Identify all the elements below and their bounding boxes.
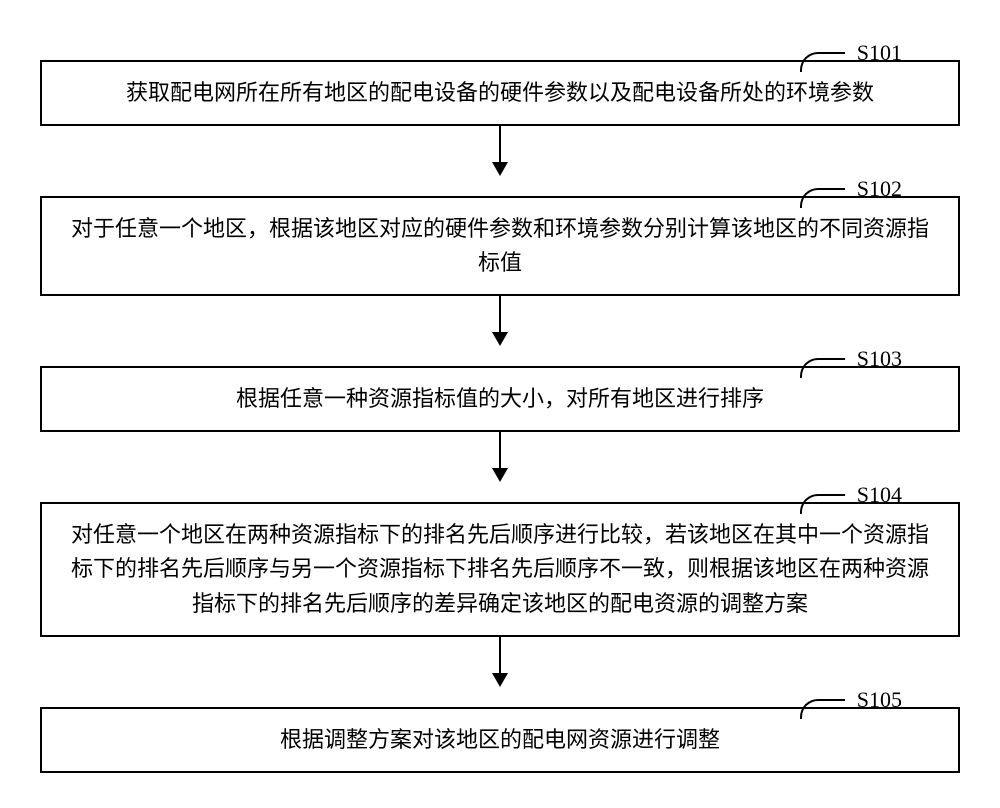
step-box: 对任意一个地区在两种资源指标下的排名先后顺序进行比较，若该地区在其中一个资源指标… [40,502,960,636]
label-connector [800,494,845,514]
arrow-line [499,637,501,673]
step-box: 对于任意一个地区，根据该地区对应的硬件参数和环境参数分别计算该地区的不同资源指标… [40,196,960,296]
step-text: 根据调整方案对该地区的配电网资源进行调整 [280,723,720,757]
label-connector [800,699,845,719]
step-label: S104 [857,482,902,508]
arrow-head-icon [492,468,508,482]
arrow-line [499,126,501,162]
step-text: 根据任意一种资源指标值的大小，对所有地区进行排序 [236,382,764,416]
label-row: S105 [40,687,960,707]
arrow-head-icon [492,673,508,687]
label-connector [800,358,845,378]
arrow-head-icon [492,332,508,346]
arrow-line [499,432,501,468]
label-row: S103 [40,346,960,366]
step-s101: S101 获取配电网所在所有地区的配电设备的硬件参数以及配电设备所处的环境参数 [40,40,960,126]
step-label: S101 [857,40,902,66]
arrow [492,637,508,687]
step-s102: S102 对于任意一个地区，根据该地区对应的硬件参数和环境参数分别计算该地区的不… [40,176,960,296]
arrow-line [499,296,501,332]
step-s105: S105 根据调整方案对该地区的配电网资源进行调整 [40,687,960,773]
step-s103: S103 根据任意一种资源指标值的大小，对所有地区进行排序 [40,346,960,432]
step-s104: S104 对任意一个地区在两种资源指标下的排名先后顺序进行比较，若该地区在其中一… [40,482,960,636]
step-text: 对任意一个地区在两种资源指标下的排名先后顺序进行比较，若该地区在其中一个资源指标… [62,518,938,620]
label-connector [800,52,845,72]
arrow [492,126,508,176]
step-label: S102 [857,176,902,202]
label-row: S101 [40,40,960,60]
flowchart: S101 获取配电网所在所有地区的配电设备的硬件参数以及配电设备所处的环境参数 … [40,40,960,773]
label-row: S102 [40,176,960,196]
step-label: S103 [857,346,902,372]
step-label: S105 [857,687,902,713]
step-text: 对于任意一个地区，根据该地区对应的硬件参数和环境参数分别计算该地区的不同资源指标… [62,212,938,280]
step-text: 获取配电网所在所有地区的配电设备的硬件参数以及配电设备所处的环境参数 [126,76,874,110]
label-row: S104 [40,482,960,502]
arrow [492,296,508,346]
arrow [492,432,508,482]
label-connector [800,188,845,208]
arrow-head-icon [492,162,508,176]
